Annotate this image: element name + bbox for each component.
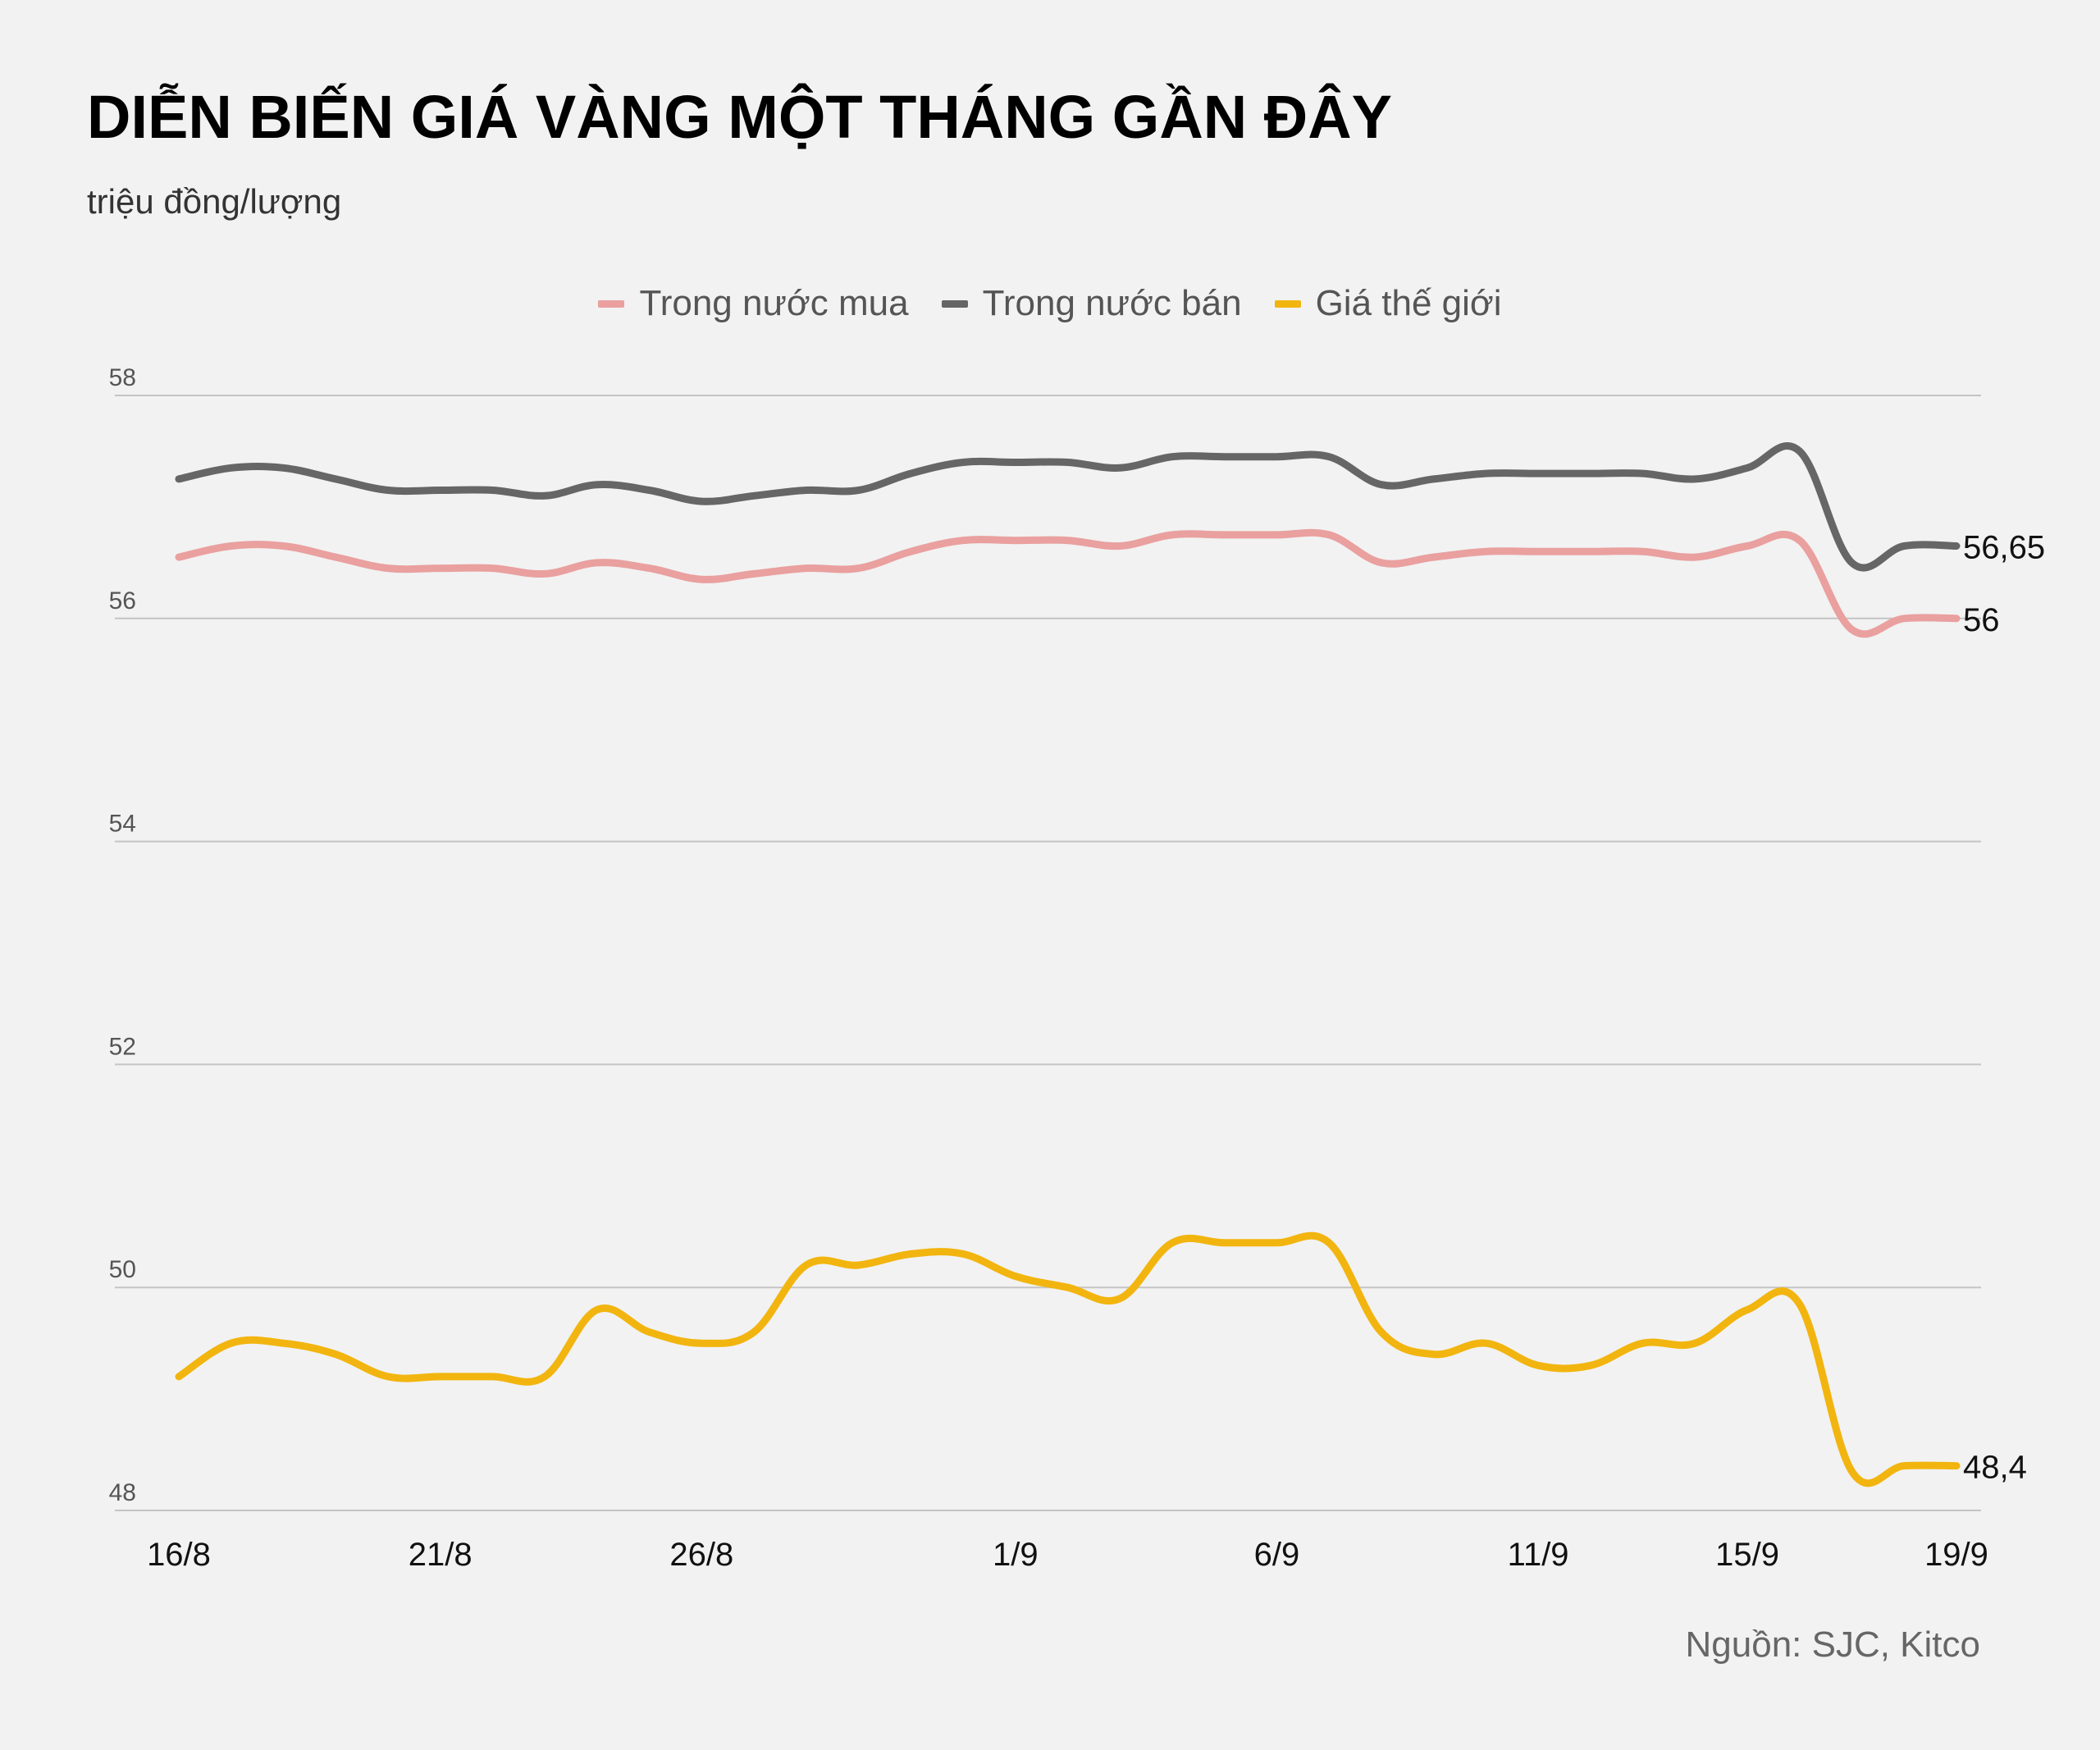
x-tick-label: 1/9 — [993, 1537, 1039, 1573]
chart-subtitle: triệu đồng/lượng — [87, 182, 342, 221]
source-note: Nguồn: SJC, Kitco — [1685, 1624, 1981, 1665]
end-value-label: 48,4 — [1963, 1450, 2027, 1486]
chart-title: DIỄN BIẾN GIÁ VÀNG MỘT THÁNG GẦN ĐÂY — [87, 83, 1393, 151]
legend-label-sell: Trong nước bán — [982, 283, 1242, 323]
x-tick-label: 26/8 — [669, 1537, 733, 1573]
x-tick-label: 19/9 — [1924, 1537, 1988, 1573]
y-tick-label: 54 — [109, 811, 136, 838]
series-line-sell — [175, 442, 1961, 572]
legend-label-world: Giá thế giới — [1315, 283, 1502, 323]
x-tick-label: 11/9 — [1508, 1537, 1569, 1573]
y-tick-label: 50 — [109, 1256, 136, 1283]
end-value-label: 56 — [1963, 602, 2000, 638]
legend-swatch-sell — [941, 299, 968, 308]
y-tick-label: 48 — [109, 1479, 136, 1506]
x-tick-label: 21/8 — [409, 1537, 472, 1573]
x-tick-label: 6/9 — [1254, 1537, 1300, 1573]
legend-label-buy: Trong nước mua — [639, 283, 909, 323]
series-line-world — [175, 1231, 1961, 1487]
end-value-label: 56,65 — [1963, 529, 2045, 565]
y-tick-label: 52 — [109, 1033, 136, 1060]
series-line-buy — [175, 528, 1961, 638]
legend-item-buy: Trong nước mua — [598, 283, 909, 324]
legend-swatch-world — [1274, 299, 1301, 308]
legend-item-world: Giá thế giới — [1274, 283, 1502, 324]
x-tick-label: 16/8 — [147, 1537, 211, 1573]
x-tick-label: 15/9 — [1715, 1537, 1779, 1573]
legend-item-sell: Trong nước bán — [941, 283, 1242, 324]
legend: Trong nước mua Trong nước bán Giá thế gi… — [0, 283, 2100, 324]
legend-swatch-buy — [598, 299, 625, 308]
y-tick-label: 58 — [109, 364, 136, 391]
y-tick-label: 56 — [109, 587, 136, 615]
